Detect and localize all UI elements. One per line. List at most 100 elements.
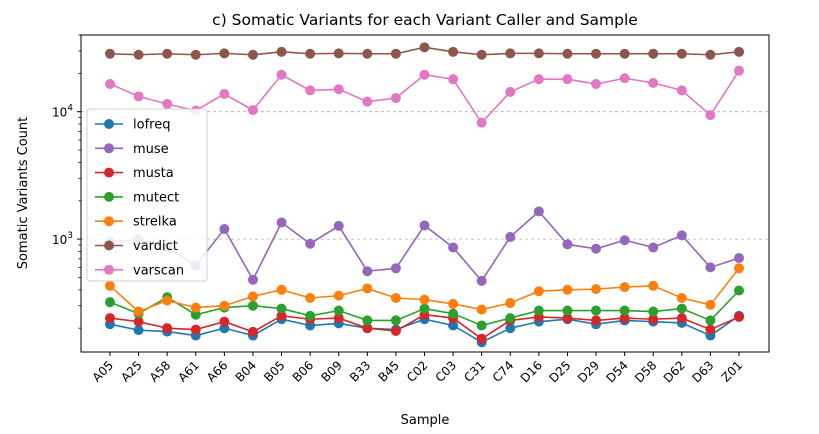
- data-point: [533, 206, 544, 217]
- x-axis-label: Sample: [401, 413, 450, 428]
- data-point: [448, 242, 459, 253]
- data-point: [476, 333, 487, 344]
- series-vardict: [105, 42, 744, 60]
- data-point: [276, 303, 287, 314]
- data-point: [247, 326, 258, 337]
- legend: lofreq muse musta mutect strelka vardict varsc…: [86, 108, 208, 282]
- data-point: [419, 303, 430, 314]
- data-point: [705, 315, 716, 326]
- legend-label: muse: [133, 142, 169, 157]
- legend-marker: [104, 264, 114, 275]
- data-point: [476, 49, 487, 60]
- data-point: [419, 220, 430, 231]
- legend-item: lofreq: [95, 118, 170, 133]
- x-tick-label: D54: [604, 358, 631, 385]
- data-point: [190, 324, 201, 335]
- legend-marker: [104, 119, 114, 129]
- data-point: [390, 315, 401, 326]
- data-point: [390, 263, 401, 274]
- data-point: [276, 46, 287, 57]
- data-point: [133, 91, 144, 102]
- x-tick-label: C03: [433, 358, 460, 385]
- data-point: [648, 280, 659, 291]
- y-axis-ticks: 103 104: [52, 34, 81, 329]
- data-point: [105, 313, 115, 324]
- x-tick-label: A66: [204, 358, 231, 385]
- data-point: [219, 300, 230, 311]
- data-point: [591, 284, 602, 295]
- x-tick-label: A05: [90, 358, 117, 385]
- legend-item: muse: [95, 142, 169, 157]
- data-point: [305, 48, 316, 59]
- data-point: [533, 305, 544, 316]
- data-point: [619, 235, 630, 246]
- data-point: [705, 324, 716, 335]
- data-point: [333, 313, 344, 324]
- data-point: [619, 305, 630, 316]
- data-point: [562, 313, 573, 324]
- data-point: [362, 266, 373, 277]
- data-point: [591, 315, 602, 326]
- data-point: [105, 48, 115, 59]
- data-point: [533, 48, 544, 59]
- legend-item: strelka: [95, 215, 177, 230]
- data-point: [734, 253, 744, 264]
- series-strelka: [105, 263, 744, 317]
- data-point: [476, 320, 487, 331]
- x-tick-label: D25: [546, 358, 573, 385]
- legend-marker: [104, 240, 114, 251]
- data-point: [562, 74, 573, 85]
- data-point: [705, 110, 716, 121]
- data-point: [247, 300, 258, 311]
- data-point: [362, 323, 373, 334]
- data-point: [648, 78, 659, 89]
- data-point: [105, 280, 115, 291]
- x-tick-label: B45: [376, 358, 403, 385]
- x-tick-label: D58: [632, 358, 659, 385]
- legend-label: mutect: [133, 190, 179, 205]
- data-point: [505, 231, 516, 242]
- legend-item: musta: [95, 166, 174, 181]
- data-point: [676, 85, 687, 96]
- data-point: [333, 84, 344, 95]
- x-tick-label: D29: [575, 358, 602, 385]
- data-point: [133, 49, 144, 60]
- chart-title: c) Somatic Variants for each Variant Cal…: [212, 11, 638, 29]
- data-point: [505, 323, 516, 334]
- data-point: [734, 285, 744, 296]
- data-point: [419, 294, 430, 305]
- data-point: [247, 105, 258, 116]
- data-point: [219, 224, 230, 235]
- data-point: [705, 299, 716, 310]
- data-point: [619, 282, 630, 293]
- y-tick-label: 103: [52, 231, 73, 247]
- x-tick-label: C02: [404, 358, 431, 385]
- plot-frame: [80, 34, 770, 353]
- x-tick-label: C31: [461, 358, 488, 385]
- plot-series: [105, 42, 744, 348]
- x-tick-label: B05: [261, 358, 288, 385]
- data-point: [305, 292, 316, 303]
- data-point: [448, 320, 459, 331]
- legend-item: mutect: [95, 190, 179, 205]
- data-point: [333, 48, 344, 59]
- data-point: [133, 325, 144, 336]
- data-point: [362, 48, 373, 59]
- data-point: [333, 290, 344, 301]
- data-point: [333, 220, 344, 231]
- data-point: [619, 48, 630, 59]
- data-point: [676, 313, 687, 324]
- data-point: [105, 297, 115, 308]
- x-tick-label: B06: [290, 358, 317, 385]
- data-point: [505, 313, 516, 324]
- data-point: [105, 78, 115, 89]
- legend-box: [86, 108, 208, 282]
- data-point: [476, 117, 487, 128]
- data-point: [705, 262, 716, 273]
- y-tick-label: 104: [52, 104, 73, 120]
- data-point: [562, 48, 573, 59]
- data-point: [219, 48, 230, 59]
- data-point: [705, 49, 716, 60]
- data-point: [390, 292, 401, 303]
- legend-label: varscan: [133, 263, 184, 278]
